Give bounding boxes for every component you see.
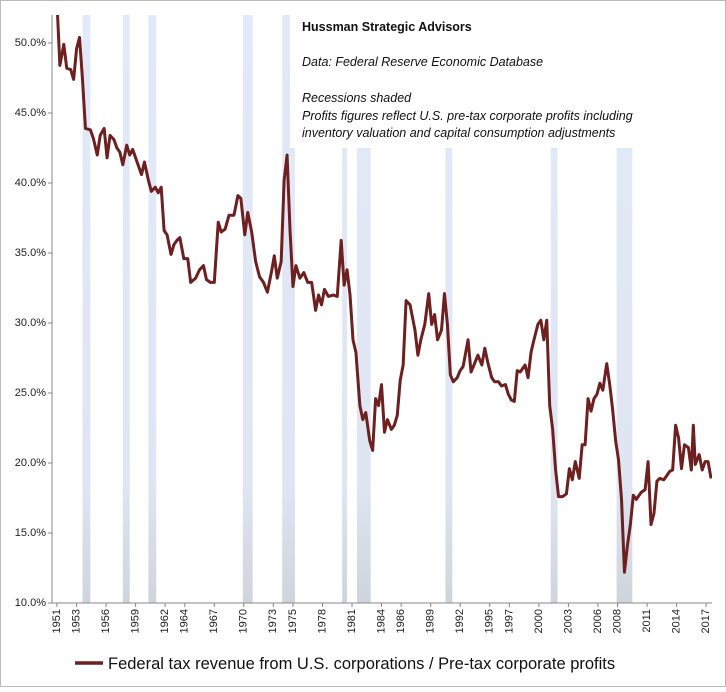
- x-tick-label: 1951: [51, 609, 63, 633]
- x-tick-label: 1992: [454, 609, 466, 633]
- x-tick-label: 1984: [375, 609, 387, 633]
- x-tick-label: 1975: [287, 609, 299, 633]
- x-tick-label: 2017: [700, 609, 712, 633]
- recession-band: [82, 15, 91, 603]
- x-tick-label: 1962: [159, 609, 171, 633]
- y-tick-label: 45.0%: [15, 107, 46, 119]
- recession-band: [342, 15, 348, 603]
- x-tick-label: 2000: [533, 609, 545, 633]
- x-tick-label: 2003: [562, 609, 574, 633]
- x-tick-label: 1970: [238, 609, 250, 633]
- recession-band: [122, 15, 130, 603]
- annotation: inventory valuation and capital consumpt…: [302, 126, 615, 140]
- annotation: Data: Federal Reserve Economic Database: [302, 55, 543, 69]
- x-tick-label: 1973: [267, 609, 279, 633]
- recession-band: [550, 15, 558, 603]
- x-tick-label: 1981: [346, 609, 358, 633]
- recession-band: [616, 15, 633, 603]
- annotation: Profits figures reflect U.S. pre-tax cor…: [302, 109, 633, 123]
- x-tick-label: 1964: [179, 609, 191, 633]
- x-tick-label: 1967: [208, 609, 220, 633]
- x-tick-label: 1997: [503, 609, 515, 633]
- legend-label: Federal tax revenue from U.S. corporatio…: [108, 655, 615, 673]
- x-tick-label: 1956: [100, 609, 112, 633]
- x-tick-label: 1986: [395, 609, 407, 633]
- annotation-box: [290, 15, 690, 148]
- legend: Federal tax revenue from U.S. corporatio…: [75, 655, 615, 673]
- y-tick-label: 20.0%: [15, 457, 46, 469]
- x-tick-label: 2014: [670, 609, 682, 633]
- recession-band: [356, 15, 371, 603]
- y-tick-label: 35.0%: [15, 247, 46, 259]
- y-tick-label: 15.0%: [15, 527, 46, 539]
- y-tick-label: 50.0%: [15, 37, 46, 49]
- x-tick-label: 2006: [592, 609, 604, 633]
- y-tick-label: 30.0%: [15, 317, 46, 329]
- recession-band: [242, 15, 253, 603]
- data-line: [56, 15, 712, 574]
- x-tick-label: 1953: [70, 609, 82, 633]
- recession-band: [445, 15, 453, 603]
- y-tick-label: 10.0%: [15, 597, 46, 609]
- x-tick-label: 2008: [611, 609, 623, 633]
- y-tick-label: 25.0%: [15, 387, 46, 399]
- x-tick-label: 1978: [316, 609, 328, 633]
- x-tick-label: 1959: [130, 609, 142, 633]
- x-tick-label: 1989: [425, 609, 437, 633]
- y-tick-label: 40.0%: [15, 177, 46, 189]
- annotation: Recessions shaded: [302, 91, 412, 105]
- x-tick-label: 1995: [484, 609, 496, 633]
- x-tick-label: 2011: [641, 609, 653, 633]
- recession-band: [148, 15, 157, 603]
- annotation: Hussman Strategic Advisors: [302, 20, 472, 34]
